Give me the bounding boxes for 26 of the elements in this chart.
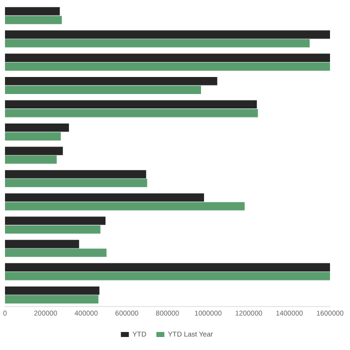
bar <box>4 248 107 257</box>
bar <box>4 7 60 16</box>
bar <box>4 240 80 248</box>
bar <box>4 225 100 234</box>
bar <box>4 62 330 71</box>
bar <box>4 263 330 272</box>
bar <box>4 146 63 156</box>
bar <box>4 295 98 304</box>
bar <box>4 193 204 202</box>
bar <box>4 178 148 188</box>
bar <box>4 286 100 295</box>
bar <box>4 132 61 141</box>
bar <box>4 30 330 39</box>
bar <box>4 124 69 132</box>
bar <box>4 156 57 164</box>
bar <box>4 108 258 118</box>
bar <box>4 202 245 210</box>
bar <box>4 216 106 225</box>
bar <box>4 76 218 86</box>
bar <box>4 170 146 178</box>
bar <box>4 54 330 62</box>
bar <box>4 86 201 94</box>
bar <box>4 272 330 280</box>
bar <box>4 39 310 48</box>
bar <box>4 16 62 24</box>
bar <box>4 100 257 109</box>
